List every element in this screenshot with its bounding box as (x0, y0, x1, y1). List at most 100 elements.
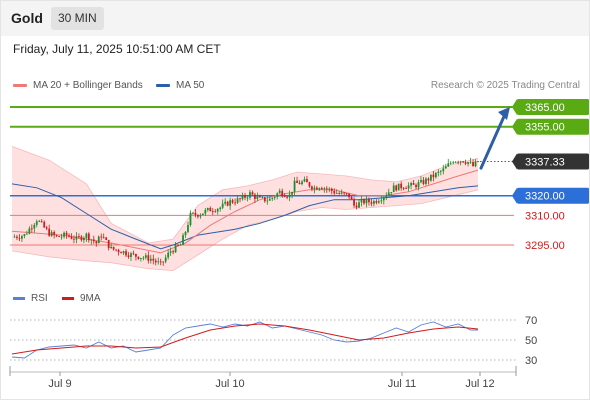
candle-bear (412, 183, 415, 185)
x-tick-label: Jul 11 (388, 378, 417, 390)
candle-bear (209, 207, 212, 212)
candle-bull (142, 257, 145, 259)
candle-bear (92, 239, 95, 242)
candles (13, 157, 479, 266)
ma50-line (11, 183, 479, 250)
legend-ma20: MA 20 + Bollinger Bands (13, 80, 143, 91)
candle-bull (216, 209, 219, 212)
level-3310.00: 3310.00 (10, 210, 565, 222)
candle-bear (405, 188, 408, 190)
header-bar: Gold 30 MIN (0, 0, 590, 36)
candle-bull (377, 201, 380, 203)
candle-bear (338, 193, 341, 194)
candle-bull (303, 179, 306, 182)
candle-bear (105, 237, 108, 240)
candle-bull (313, 187, 316, 190)
candle-bear (368, 199, 370, 203)
candle-bear (48, 228, 51, 236)
candle-bear (333, 191, 336, 194)
level-label: 3355.00 (525, 122, 565, 134)
candle-bull (144, 255, 147, 258)
candle-bull (407, 185, 410, 189)
candle-bull (187, 224, 189, 232)
candle-bear (135, 253, 137, 257)
candle-bear (464, 162, 467, 164)
candle-bull (288, 194, 291, 198)
candle-bull (224, 201, 227, 204)
candle-bull (266, 200, 269, 202)
x-tick-label: Jul 12 (465, 378, 494, 390)
candle-bear (477, 161, 479, 163)
candle-bull (82, 237, 85, 241)
level-3320.00: 3320.00 (10, 187, 589, 204)
candle-bull (365, 199, 368, 204)
candle-bear (120, 252, 122, 254)
candle-bull (430, 174, 432, 181)
candle-bear (251, 192, 254, 195)
candle-bear (415, 184, 417, 188)
candle-bear (147, 255, 150, 261)
candle-bull (442, 168, 445, 172)
candle-bull (130, 253, 132, 257)
candle-bull (50, 232, 53, 236)
candle-bear (162, 261, 165, 263)
candle-bull (28, 228, 31, 234)
candle-bear (55, 235, 58, 237)
9ma-label: 9MA (80, 293, 101, 304)
rsi-tick-label: 70 (525, 315, 537, 327)
candle-bear (115, 249, 118, 251)
candle-bull (459, 161, 462, 163)
candle-bull (189, 212, 192, 225)
rsi-panel: 70 50 30 (10, 315, 537, 367)
level-label-box (517, 153, 589, 170)
candle-bear (87, 233, 90, 241)
rsi-tick-label: 30 (525, 355, 537, 367)
level-label-pointer (512, 99, 517, 115)
candle-bear (100, 236, 103, 238)
candle-bear (214, 211, 217, 213)
candle-bull (38, 221, 41, 222)
candle-bull (420, 179, 422, 183)
candle-bear (58, 236, 60, 237)
candle-bull (149, 258, 152, 261)
candle-bear (231, 200, 234, 203)
candle-bull (122, 251, 125, 254)
candle-bear (370, 202, 373, 204)
legend-9ma: 9MA (62, 293, 101, 304)
candle-bull (110, 246, 113, 249)
candle-bear (125, 251, 127, 256)
x-tick-label: Jul 10 (215, 378, 244, 390)
candle-bull (75, 236, 78, 240)
candle-bull (182, 235, 184, 245)
candle-bull (437, 171, 440, 173)
candle-bull (271, 197, 274, 199)
rsi-tick-label: 50 (525, 335, 537, 347)
candle-bull (454, 161, 457, 163)
candle-bear (154, 260, 157, 263)
ma50-swatch (156, 84, 170, 87)
candle-bear (457, 161, 460, 163)
candle-bull (221, 203, 224, 208)
candle-bear (43, 221, 46, 228)
candle-bear (355, 205, 358, 208)
candle-bull (387, 192, 390, 196)
candle-bear (30, 228, 33, 230)
candle-bear (172, 251, 175, 253)
legend-ma50: MA 50 (156, 80, 204, 91)
candle-bull (261, 197, 264, 199)
bollinger-upper-line (11, 146, 479, 244)
candle-bull (335, 193, 338, 194)
candle-bull (385, 195, 388, 198)
candle-bull (452, 162, 455, 164)
candle-bear (263, 197, 266, 202)
candle-bull (447, 163, 450, 167)
candle-bull (425, 178, 427, 184)
timeframe-badge[interactable]: 30 MIN (51, 7, 104, 30)
level-label: 3365.00 (525, 102, 565, 114)
candle-bear (298, 182, 301, 185)
ma20-swatch (13, 84, 27, 87)
bollinger-lower-line (11, 189, 479, 272)
level-label: 3337.33 (525, 157, 565, 169)
candle-bull (204, 209, 207, 214)
candle-bear (239, 198, 241, 200)
